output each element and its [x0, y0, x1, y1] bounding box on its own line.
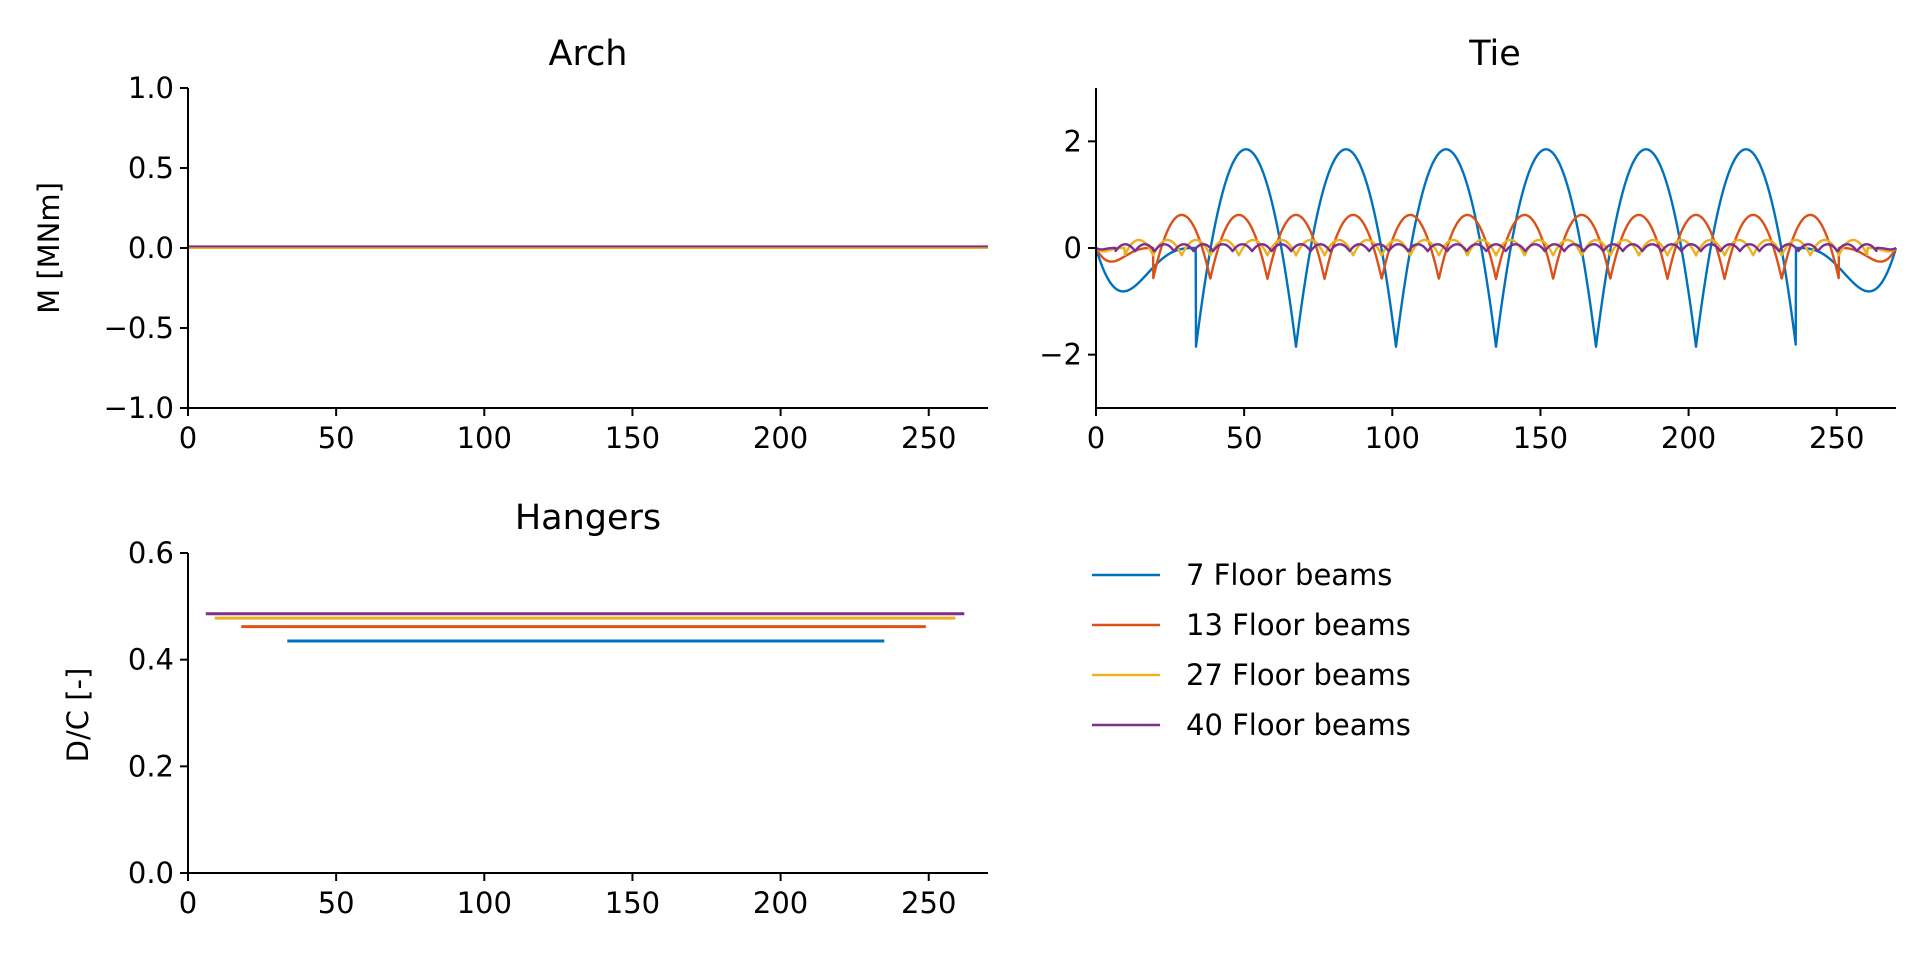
tie-xtick-label: 50	[1226, 421, 1263, 455]
arch-ticks: 0 50 100 150 200 250 1.0 0.5 0.0 −0.5 −1.0	[104, 71, 957, 455]
arch-xtick-label: 50	[318, 421, 355, 455]
tie-xtick-label: 200	[1661, 421, 1716, 455]
tie-ticks: 0 50 100 150 200 250 2 0 −2	[1039, 124, 1864, 455]
tie-ytick-label: −2	[1039, 338, 1082, 372]
hangers-title: Hangers	[515, 498, 661, 538]
tie-lines	[1094, 148, 1898, 348]
legend: 7 Floor beams 13 Floor beams 27 Floor beam…	[1092, 558, 1411, 742]
tie-series-line	[1094, 148, 1898, 348]
arch-xtick-label: 150	[605, 421, 660, 455]
tie-panel: Tie 0 50 100 150 200 250 2 0 −2	[1039, 34, 1898, 455]
arch-xtick-label: 250	[901, 421, 956, 455]
hangers-ticks: 0 50 100 150 200 250 0.6 0.4 0.2 0.0	[128, 536, 957, 920]
tie-title: Tie	[1468, 34, 1521, 74]
arch-ytick-label: −0.5	[104, 311, 174, 345]
hangers-lines	[205, 612, 965, 643]
hangers-xtick-label: 0	[179, 886, 197, 920]
arch-panel: Arch M [MNm] 0 50 100 150 200 250 1.0 0.5 0.0 −0.…	[32, 34, 988, 455]
arch-ytick-label: 0.0	[128, 231, 174, 265]
tie-xtick-label: 250	[1809, 421, 1864, 455]
arch-ytick-label: 0.5	[128, 151, 174, 185]
tie-ytick-label: 0	[1064, 231, 1082, 265]
hangers-xtick-label: 50	[318, 886, 355, 920]
legend-label: 27 Floor beams	[1186, 658, 1411, 692]
arch-ylabel: M [MNm]	[32, 182, 66, 314]
tie-series-line	[1094, 213, 1898, 281]
hangers-ytick-label: 0.4	[128, 643, 174, 677]
hangers-ytick-label: 0.2	[128, 749, 174, 783]
tie-xtick-label: 0	[1087, 421, 1105, 455]
hangers-xtick-label: 150	[605, 886, 660, 920]
arch-xtick-label: 0	[179, 421, 197, 455]
legend-label: 13 Floor beams	[1186, 608, 1411, 642]
hangers-xtick-label: 250	[901, 886, 956, 920]
hangers-ytick-label: 0.0	[128, 856, 174, 890]
legend-label: 7 Floor beams	[1186, 558, 1392, 592]
tie-xtick-label: 150	[1513, 421, 1568, 455]
arch-xtick-label: 200	[753, 421, 808, 455]
tie-xtick-label: 100	[1365, 421, 1420, 455]
hangers-xtick-label: 100	[457, 886, 512, 920]
hangers-ylabel: D/C [-]	[61, 668, 95, 763]
arch-title: Arch	[549, 34, 628, 74]
tie-series-line	[1095, 238, 1897, 257]
hangers-xtick-label: 200	[753, 886, 808, 920]
arch-lines	[188, 245, 988, 249]
hangers-panel: Hangers D/C [-] 0 50 100 150 200 250 0.6 0.4 0.2…	[61, 498, 988, 920]
tie-series-line	[1095, 243, 1897, 253]
hangers-ytick-label: 0.6	[128, 536, 174, 570]
arch-ytick-label: −1.0	[104, 391, 174, 425]
legend-label: 40 Floor beams	[1186, 708, 1411, 742]
tie-ytick-label: 2	[1064, 124, 1082, 158]
arch-xtick-label: 100	[457, 421, 512, 455]
arch-ytick-label: 1.0	[128, 71, 174, 105]
